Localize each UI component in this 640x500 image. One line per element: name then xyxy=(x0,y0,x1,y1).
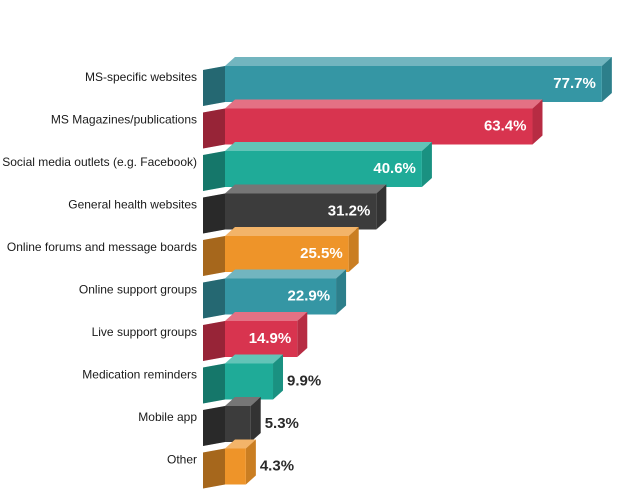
bar-end-shade xyxy=(245,439,256,485)
value-label: 4.3% xyxy=(260,457,294,474)
bar-top xyxy=(225,354,284,364)
bar-end xyxy=(348,227,359,272)
bar-end xyxy=(601,57,612,102)
bar-side-shade xyxy=(203,108,225,149)
category-label: Mobile app xyxy=(138,410,197,424)
bar-side-shade xyxy=(203,278,225,319)
bar-end-shade xyxy=(532,99,543,145)
value-label: 14.9% xyxy=(249,330,292,347)
bar-top-shade xyxy=(225,354,284,364)
bar-end xyxy=(421,142,432,187)
bar-top-shade xyxy=(225,227,359,236)
bar-end-shade xyxy=(421,142,432,187)
bar-side-shade xyxy=(203,448,225,489)
bar xyxy=(225,66,602,102)
category-label: Social media outlets (e.g. Facebook) xyxy=(2,155,197,169)
category-label: Live support groups xyxy=(92,325,197,339)
bar xyxy=(225,278,337,315)
bar xyxy=(225,151,422,187)
bar-top xyxy=(225,269,347,279)
bar xyxy=(225,236,349,272)
bar-side-shade xyxy=(203,193,225,234)
category-label: MS-specific websites xyxy=(85,70,197,84)
bar-top xyxy=(225,99,543,109)
bar-top-shade xyxy=(225,57,612,66)
value-label: 77.7% xyxy=(553,75,596,92)
value-label: 25.5% xyxy=(300,245,343,262)
bar-side xyxy=(203,151,225,191)
value-label: 40.6% xyxy=(373,160,416,177)
bar-top xyxy=(225,312,308,321)
bar-side xyxy=(203,193,225,234)
bar-end-shade xyxy=(348,227,359,272)
bar-side-shade xyxy=(203,236,225,276)
bar-side xyxy=(203,108,225,149)
bar-top xyxy=(225,57,612,66)
bar-top-shade xyxy=(225,397,261,406)
bar-end xyxy=(532,99,543,145)
bar-top xyxy=(225,397,261,406)
bar xyxy=(225,406,251,442)
bar-end xyxy=(245,439,256,485)
bar-top xyxy=(225,184,387,194)
bar-end xyxy=(336,269,347,315)
bar-side xyxy=(203,406,225,446)
bar-side-shade xyxy=(203,66,225,106)
category-label: MS Magazines/publications xyxy=(51,113,197,127)
bar-end-shade xyxy=(336,269,347,315)
bar-side-shade xyxy=(203,151,225,191)
bar-side-shade xyxy=(203,321,225,361)
bar-end xyxy=(273,354,284,400)
bar-top-shade xyxy=(225,269,347,279)
bar-top-shade xyxy=(225,184,387,194)
bar xyxy=(225,108,533,145)
bar xyxy=(225,363,274,400)
bar-top xyxy=(225,439,256,449)
bar-side xyxy=(203,448,225,489)
bar-end xyxy=(376,184,387,230)
bar-top-shade xyxy=(225,142,432,151)
bar-top-shade xyxy=(225,312,308,321)
category-label: General health websites xyxy=(68,198,197,212)
bar-end-shade xyxy=(297,312,308,357)
bar-end xyxy=(250,397,261,442)
bar xyxy=(225,321,298,357)
category-label: Online forums and message boards xyxy=(7,240,197,254)
value-label: 63.4% xyxy=(484,117,527,134)
bar xyxy=(225,193,377,230)
category-label: Other xyxy=(167,453,197,467)
category-label: Online support groups xyxy=(79,283,197,297)
value-label: 5.3% xyxy=(265,415,299,432)
bar xyxy=(225,448,246,485)
value-label: 22.9% xyxy=(288,287,331,304)
bar-top-shade xyxy=(225,439,256,449)
bar-end-shade xyxy=(273,354,284,400)
value-label: 9.9% xyxy=(287,372,321,389)
bar-end-shade xyxy=(376,184,387,230)
bar-side xyxy=(203,236,225,276)
bar-top-shade xyxy=(225,99,543,109)
bar-top xyxy=(225,227,359,236)
bar-side-shade xyxy=(203,406,225,446)
bar-end xyxy=(297,312,308,357)
bar-side xyxy=(203,66,225,106)
bar-end-shade xyxy=(250,397,261,442)
bar-end-shade xyxy=(601,57,612,102)
bar-side-shade xyxy=(203,363,225,404)
bar-side xyxy=(203,321,225,361)
bar-side xyxy=(203,278,225,319)
category-label: Medication reminders xyxy=(82,368,197,382)
value-label: 31.2% xyxy=(328,202,371,219)
bar-top xyxy=(225,142,432,151)
bar-side xyxy=(203,363,225,404)
